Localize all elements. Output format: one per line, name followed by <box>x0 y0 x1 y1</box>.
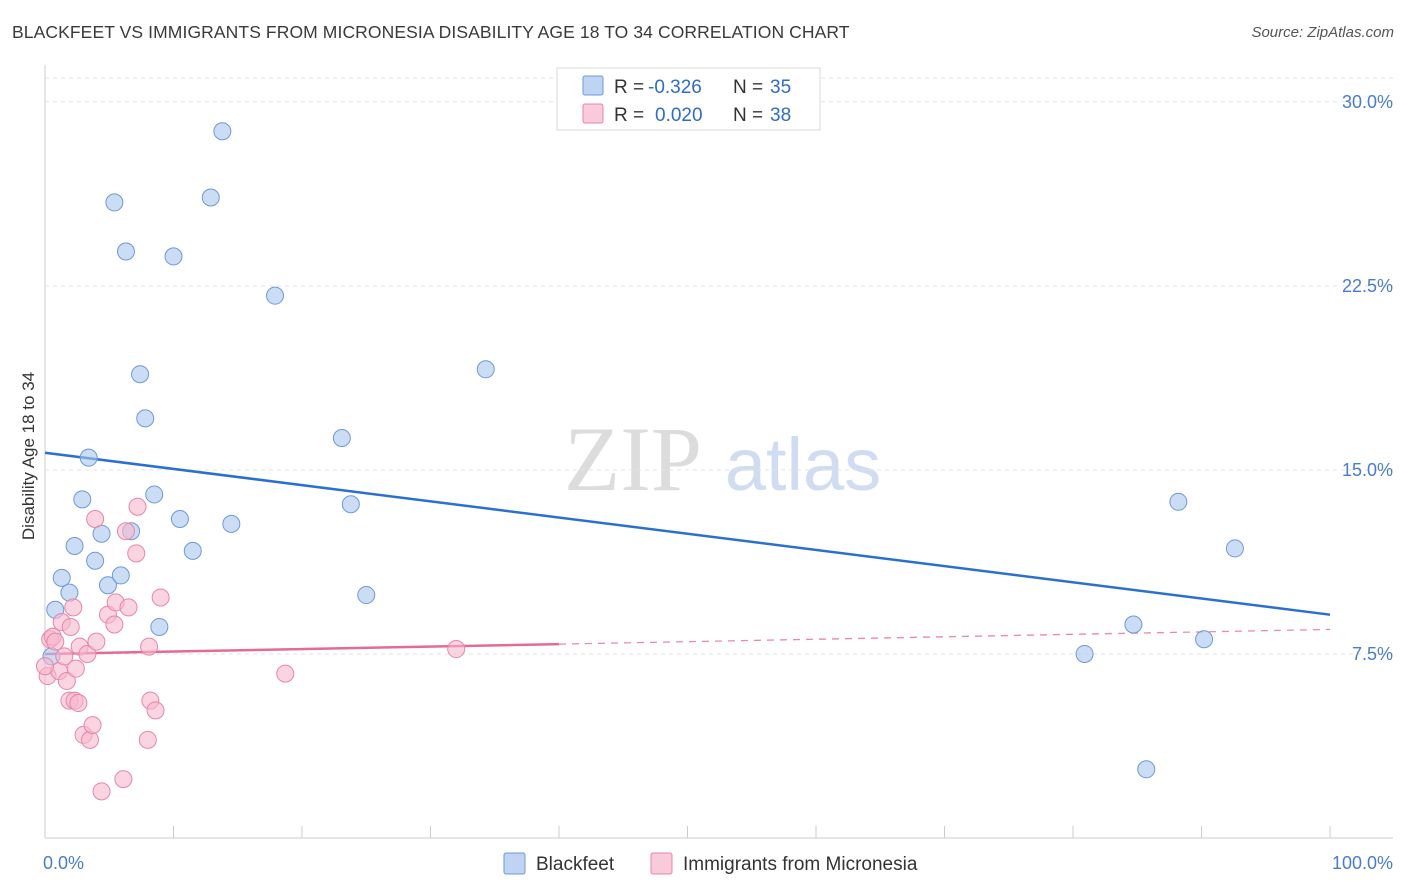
blackfeet-point <box>79 448 98 467</box>
legend-r-value-micronesia: 0.020 <box>655 105 703 126</box>
y-tick-label: 22.5% <box>1342 276 1393 296</box>
micronesia-point <box>146 701 165 720</box>
blackfeet-point <box>145 485 164 504</box>
watermark-zip: ZIP <box>564 408 702 510</box>
legend-series-label-micronesia: Immigrants from Micronesia <box>683 854 918 875</box>
micronesia-point <box>92 782 111 801</box>
blackfeet-point <box>1169 492 1188 511</box>
micronesia-point <box>447 640 466 659</box>
micronesia-point <box>138 730 157 749</box>
blackfeet-point <box>86 551 105 570</box>
blackfeet-point <box>1225 539 1244 558</box>
blackfeet-point <box>131 365 150 384</box>
micronesia-point <box>276 664 295 683</box>
micronesia-point <box>128 497 147 516</box>
x-tick-labels: 0.0% 100.0% <box>43 853 1393 873</box>
micronesia-point <box>80 730 99 749</box>
micronesia-point <box>87 632 106 651</box>
legend-swatch-micronesia <box>582 103 604 124</box>
micronesia-point <box>151 588 170 607</box>
blackfeet-point <box>150 617 169 636</box>
micronesia-point <box>57 671 76 690</box>
legend-n-value-micronesia: 38 <box>770 105 791 126</box>
legend-series-swatch-blackfeet <box>503 852 526 875</box>
blackfeet-point <box>357 586 376 605</box>
micronesia-point <box>36 657 54 676</box>
x-tick-label: 0.0% <box>43 853 84 873</box>
axes <box>44 65 1393 839</box>
micronesia-point <box>105 615 124 634</box>
blackfeet-point <box>170 509 189 528</box>
micronesia-point <box>114 770 133 789</box>
legend-r-label-blackfeet: R = <box>614 77 644 98</box>
blackfeet-point <box>201 188 220 207</box>
data-points <box>36 122 1244 801</box>
blackfeet-point <box>213 122 232 141</box>
blackfeet-point <box>183 541 202 560</box>
blackfeet-point <box>164 247 183 266</box>
legend-r-label-micronesia: R = <box>614 105 644 126</box>
x-tick-label: 100.0% <box>1332 853 1393 873</box>
legend-n-value-blackfeet: 35 <box>770 77 791 98</box>
blackfeet-point <box>111 566 130 585</box>
blackfeet-point <box>105 193 124 212</box>
micronesia-point <box>66 659 85 678</box>
blackfeet-point <box>73 490 92 509</box>
micronesia-point <box>69 694 88 713</box>
legend-series-label-blackfeet: Blackfeet <box>536 854 615 875</box>
blackfeet-point <box>1195 630 1214 649</box>
micronesia-point <box>46 632 65 651</box>
chart-source: Source: ZipAtlas.com <box>1251 24 1394 41</box>
grid-lines <box>45 77 1393 655</box>
watermark-atlas: atlas <box>725 423 881 506</box>
micronesia-point <box>83 716 102 735</box>
micronesia-point <box>78 644 97 663</box>
blackfeet-point <box>116 242 135 261</box>
y-tick-label: 15.0% <box>1342 460 1393 480</box>
legend-n-label-blackfeet: N = <box>733 77 763 98</box>
y-tick-label: 7.5% <box>1352 644 1393 664</box>
watermark: ZIP atlas <box>564 408 881 510</box>
micronesia-point <box>86 509 105 528</box>
micronesia-point <box>140 637 159 656</box>
y-axis-title: Disability Age 18 to 34 <box>19 372 38 540</box>
blackfeet-trend-line <box>44 451 1331 616</box>
micronesia-point <box>127 544 146 563</box>
micronesia-trend-line <box>44 642 560 656</box>
micronesia-trend-extension <box>558 628 1331 645</box>
blackfeet-point <box>52 568 71 587</box>
blackfeet-point <box>136 409 155 428</box>
micronesia-point <box>116 522 135 541</box>
micronesia-point <box>119 598 138 617</box>
blackfeet-point <box>341 495 360 514</box>
micronesia-point <box>61 617 80 636</box>
blackfeet-point <box>65 536 84 555</box>
legend-series: Blackfeet Immigrants from Micronesia <box>503 852 918 875</box>
legend-series-swatch-micronesia <box>650 852 673 875</box>
blackfeet-point <box>266 286 285 305</box>
blackfeet-point <box>476 360 495 379</box>
y-tick-labels: 7.5% 15.0% 22.5% 30.0% <box>1342 92 1393 664</box>
legend-n-label-micronesia: N = <box>733 105 763 126</box>
blackfeet-point <box>98 576 117 595</box>
legend-stats: R = -0.326 N = 35 R = 0.020 N = 38 <box>556 67 821 131</box>
blackfeet-point <box>222 514 241 533</box>
y-tick-label: 30.0% <box>1342 92 1393 112</box>
blackfeet-point <box>1137 760 1156 779</box>
legend-swatch-blackfeet <box>582 75 604 96</box>
blackfeet-point <box>60 583 79 602</box>
micronesia-point <box>55 647 74 666</box>
chart-title: BLACKFEET VS IMMIGRANTS FROM MICRONESIA … <box>12 22 850 42</box>
blackfeet-point <box>1124 615 1143 634</box>
blackfeet-point <box>1075 644 1094 663</box>
legend-r-value-blackfeet: -0.326 <box>648 77 702 98</box>
blackfeet-point <box>332 429 351 448</box>
micronesia-point <box>64 598 83 617</box>
